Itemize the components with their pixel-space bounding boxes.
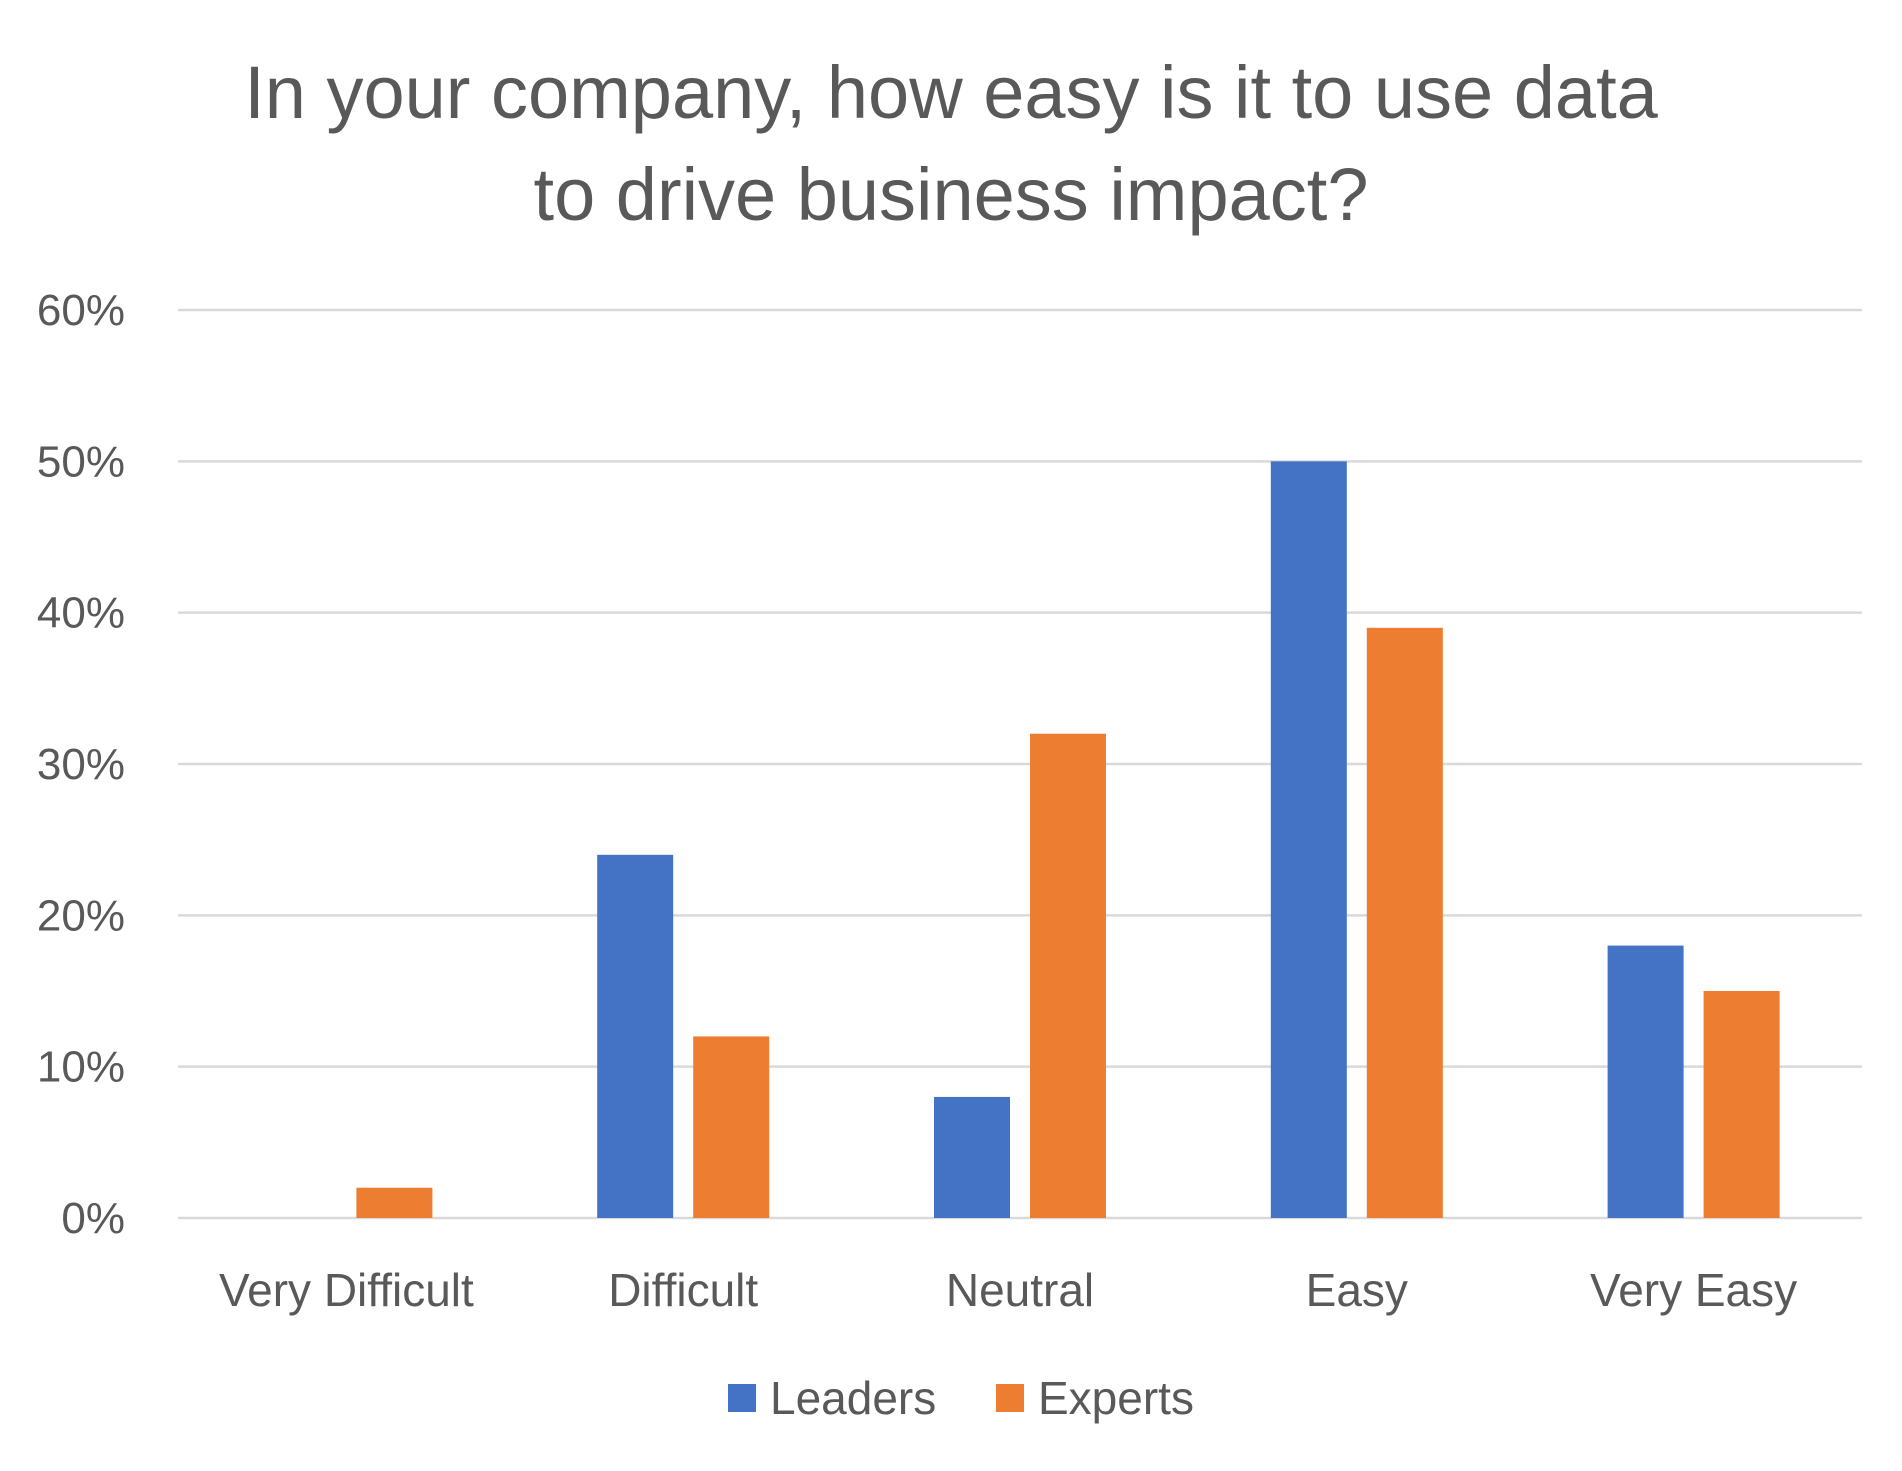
y-tick-label: 20% [37,891,125,940]
legend-label-leaders: Leaders [770,1372,936,1424]
legend: Leaders Experts [728,1372,1194,1424]
chart-title: In your company, how easy is it to use d… [244,51,1658,236]
bar-experts-very-easy [1703,991,1780,1218]
x-category-label: Very Easy [1590,1264,1797,1316]
bar-experts-neutral [1030,733,1106,1218]
bar-experts-difficult [693,1036,770,1218]
x-category-label: Neutral [946,1264,1094,1316]
y-tick-label: 60% [37,286,125,335]
x-category-label: Easy [1306,1264,1408,1316]
bars [356,461,1780,1218]
y-axis-tick-labels: 0% 10% 20% 30% 40% 50% 60% [37,286,125,1243]
y-tick-label: 50% [37,437,125,486]
y-gridlines [178,308,1862,1220]
y-tick-label: 10% [37,1043,125,1092]
bar-leaders-difficult [597,854,674,1218]
bar-leaders-easy [1270,461,1347,1218]
y-tick-label: 30% [37,740,125,789]
bar-leaders-neutral [934,1096,1010,1218]
legend-label-experts: Experts [1038,1372,1194,1424]
chart-title-line-2: to drive business impact? [534,153,1369,236]
x-axis-category-labels: Very Difficult Difficult Neutral Easy Very E… [219,1264,1797,1316]
legend-swatch-experts [996,1384,1024,1412]
y-tick-label: 40% [37,589,125,638]
x-category-label: Difficult [608,1264,758,1316]
chart-title-line-1: In your company, how easy is it to use d… [244,51,1658,134]
bar-experts-very-difficult [356,1187,433,1218]
legend-swatch-leaders [728,1384,756,1412]
bar-experts-easy [1366,627,1443,1218]
y-tick-label: 0% [61,1194,125,1243]
x-category-label: Very Difficult [219,1264,474,1316]
bar-leaders-very-easy [1607,945,1684,1218]
